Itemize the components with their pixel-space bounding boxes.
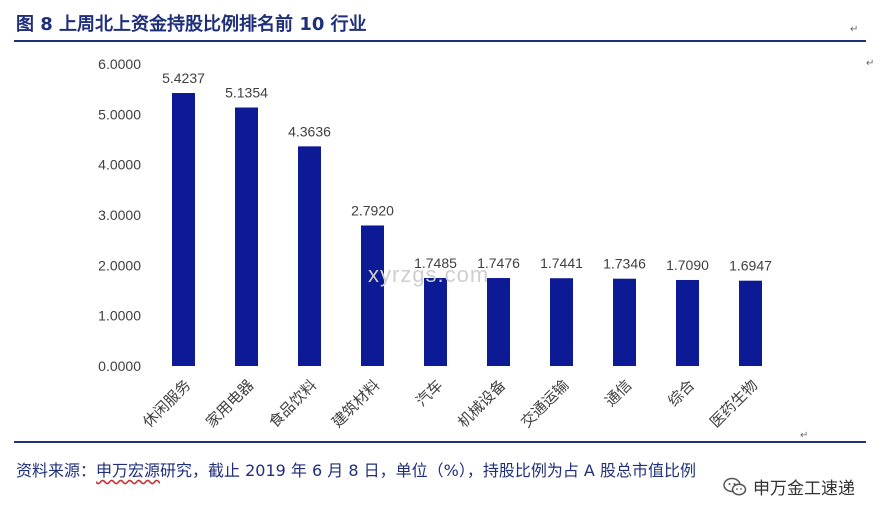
category-label: 食品饮料 [265, 376, 320, 431]
bar [676, 279, 699, 366]
value-label: 5.4237 [162, 70, 205, 86]
category-label: 通信 [601, 376, 635, 410]
value-label: 1.6947 [729, 258, 772, 274]
bar [298, 146, 321, 366]
watermark-text: xyrzgs.com [368, 262, 490, 287]
bar [172, 93, 195, 366]
value-label: 1.7346 [603, 256, 646, 272]
bar [613, 278, 636, 366]
wechat-account: 申万金工速递 [719, 474, 859, 499]
y-axis-ticks: 0.0000 1.0000 2.0000 3.0000 4.0000 5.0000 6.00… [98, 56, 141, 374]
value-label: 2.7920 [351, 202, 394, 218]
category-label: 交通运输 [517, 376, 572, 431]
bar [235, 107, 258, 367]
value-label: 1.7476 [477, 255, 520, 271]
y-tick-label: 0.0000 [98, 358, 141, 374]
y-tick-label: 1.0000 [98, 308, 141, 324]
value-label: 4.3636 [288, 123, 331, 139]
category-label: 建筑材料 [328, 376, 383, 431]
category-label: 医药生物 [706, 376, 761, 431]
value-label: 1.7441 [540, 255, 583, 271]
paragraph-mark: ↵ [850, 24, 859, 35]
y-tick-label: 3.0000 [98, 207, 141, 223]
category-label: 机械设备 [454, 376, 509, 431]
wechat-label: 申万金工速递 [753, 479, 855, 499]
y-tick-label: 4.0000 [98, 157, 141, 173]
value-labels: 5.4237 5.1354 4.3636 2.7920 1.7485 1.7476 1.74… [162, 70, 772, 274]
paragraph-mark: ↵ [800, 430, 809, 441]
title-rule [14, 40, 866, 42]
wechat-icon [723, 477, 747, 495]
bar [487, 278, 510, 366]
bar [739, 280, 762, 366]
y-tick-label: 6.0000 [98, 56, 141, 72]
value-label: 1.7090 [666, 257, 709, 273]
category-label: 综合 [664, 376, 698, 410]
y-tick-label: 2.0000 [98, 257, 141, 273]
source-prefix: 资料来源： [16, 461, 97, 480]
category-label: 家用电器 [202, 376, 257, 431]
category-label: 休闲服务 [139, 376, 194, 431]
value-label: 1.7485 [414, 255, 457, 271]
y-tick-label: 5.0000 [98, 106, 141, 122]
source-org: 申万宏源 [96, 461, 161, 480]
source-rest: 研究，截止 2019 年 6 月 8 日，单位（%），持股比例为占 A 股总市值… [160, 461, 696, 480]
figure-title: 图 8 上周北上资金持股比例排名前 10 行业 [16, 14, 367, 35]
bar [550, 278, 573, 366]
bar [361, 225, 384, 366]
category-labels: 休闲服务 家用电器 食品饮料 建筑材料 汽车 机械设备 交通运输 通信 综合 医药生物 [139, 376, 761, 431]
source-note: 资料来源：申万宏源研究，截止 2019 年 6 月 8 日，单位（%），持股比例… [16, 455, 816, 486]
footer-rule [14, 441, 866, 443]
bars [172, 93, 762, 367]
value-label: 5.1354 [225, 85, 268, 101]
bar-chart: 0.0000 1.0000 2.0000 3.0000 4.0000 5.0000 6.00… [98, 56, 772, 431]
bar [424, 277, 447, 366]
category-label: 汽车 [412, 376, 446, 410]
paragraph-mark: ↵ [866, 58, 875, 69]
